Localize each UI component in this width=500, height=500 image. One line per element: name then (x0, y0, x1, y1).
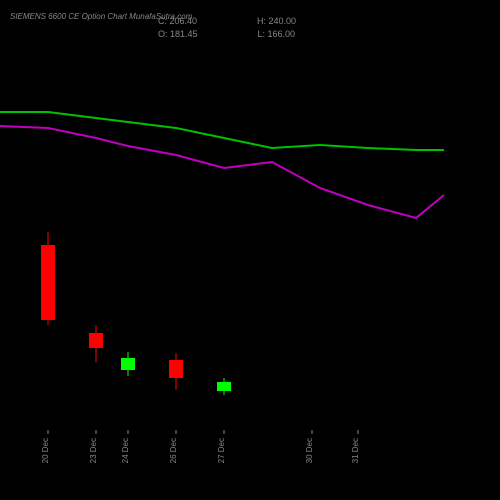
xaxis-label: 23 Dec (89, 438, 98, 463)
candlesticks-group (41, 232, 231, 395)
xaxis-label: 24 Dec (121, 438, 130, 463)
candle-body (217, 382, 231, 391)
candle-body (41, 245, 55, 320)
price-chart: 20 Dec 23 Dec 24 Dec 26 Dec 27 Dec 30 Dec 31 D… (0, 0, 500, 500)
xaxis-group: 20 Dec 23 Dec 24 Dec 26 Dec 27 Dec 30 Dec 31 D… (41, 430, 360, 463)
lines-group (0, 112, 444, 218)
xaxis-label: 31 Dec (351, 438, 360, 463)
candle-body (169, 360, 183, 378)
xaxis-label: 20 Dec (41, 438, 50, 463)
candle-body (89, 333, 103, 348)
xaxis-label: 27 Dec (217, 438, 226, 463)
magenta-line (0, 126, 444, 218)
xaxis-label: 30 Dec (305, 438, 314, 463)
xaxis-label: 26 Dec (169, 438, 178, 463)
candle-body (121, 358, 135, 370)
